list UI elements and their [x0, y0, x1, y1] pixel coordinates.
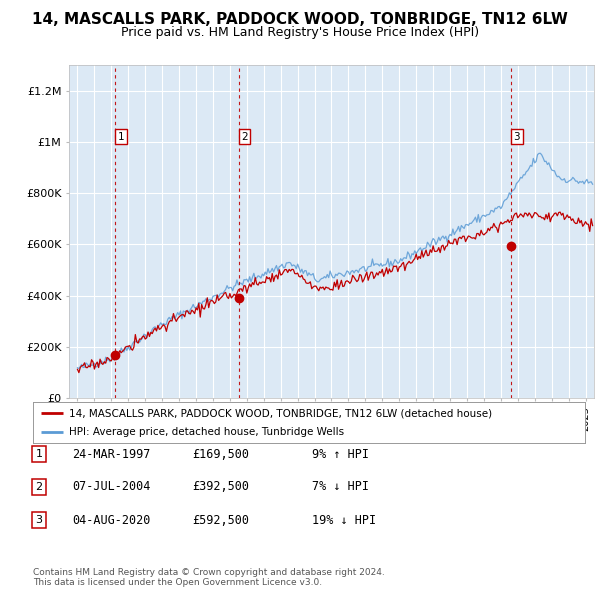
Text: 3: 3 — [35, 516, 43, 525]
Text: 19% ↓ HPI: 19% ↓ HPI — [312, 514, 376, 527]
Text: HPI: Average price, detached house, Tunbridge Wells: HPI: Average price, detached house, Tunb… — [69, 427, 344, 437]
Text: Contains HM Land Registry data © Crown copyright and database right 2024.
This d: Contains HM Land Registry data © Crown c… — [33, 568, 385, 587]
Text: 04-AUG-2020: 04-AUG-2020 — [72, 514, 151, 527]
Text: 14, MASCALLS PARK, PADDOCK WOOD, TONBRIDGE, TN12 6LW (detached house): 14, MASCALLS PARK, PADDOCK WOOD, TONBRID… — [69, 408, 492, 418]
Text: £392,500: £392,500 — [192, 480, 249, 493]
Text: 24-MAR-1997: 24-MAR-1997 — [72, 448, 151, 461]
Text: Price paid vs. HM Land Registry's House Price Index (HPI): Price paid vs. HM Land Registry's House … — [121, 26, 479, 39]
Text: 1: 1 — [35, 450, 43, 459]
Text: 2: 2 — [241, 132, 248, 142]
Text: 1: 1 — [118, 132, 124, 142]
Text: £592,500: £592,500 — [192, 514, 249, 527]
Text: 7% ↓ HPI: 7% ↓ HPI — [312, 480, 369, 493]
Text: £169,500: £169,500 — [192, 448, 249, 461]
Text: 2: 2 — [35, 482, 43, 491]
Text: 07-JUL-2004: 07-JUL-2004 — [72, 480, 151, 493]
Text: 3: 3 — [514, 132, 520, 142]
Text: 9% ↑ HPI: 9% ↑ HPI — [312, 448, 369, 461]
Text: 14, MASCALLS PARK, PADDOCK WOOD, TONBRIDGE, TN12 6LW: 14, MASCALLS PARK, PADDOCK WOOD, TONBRID… — [32, 12, 568, 27]
